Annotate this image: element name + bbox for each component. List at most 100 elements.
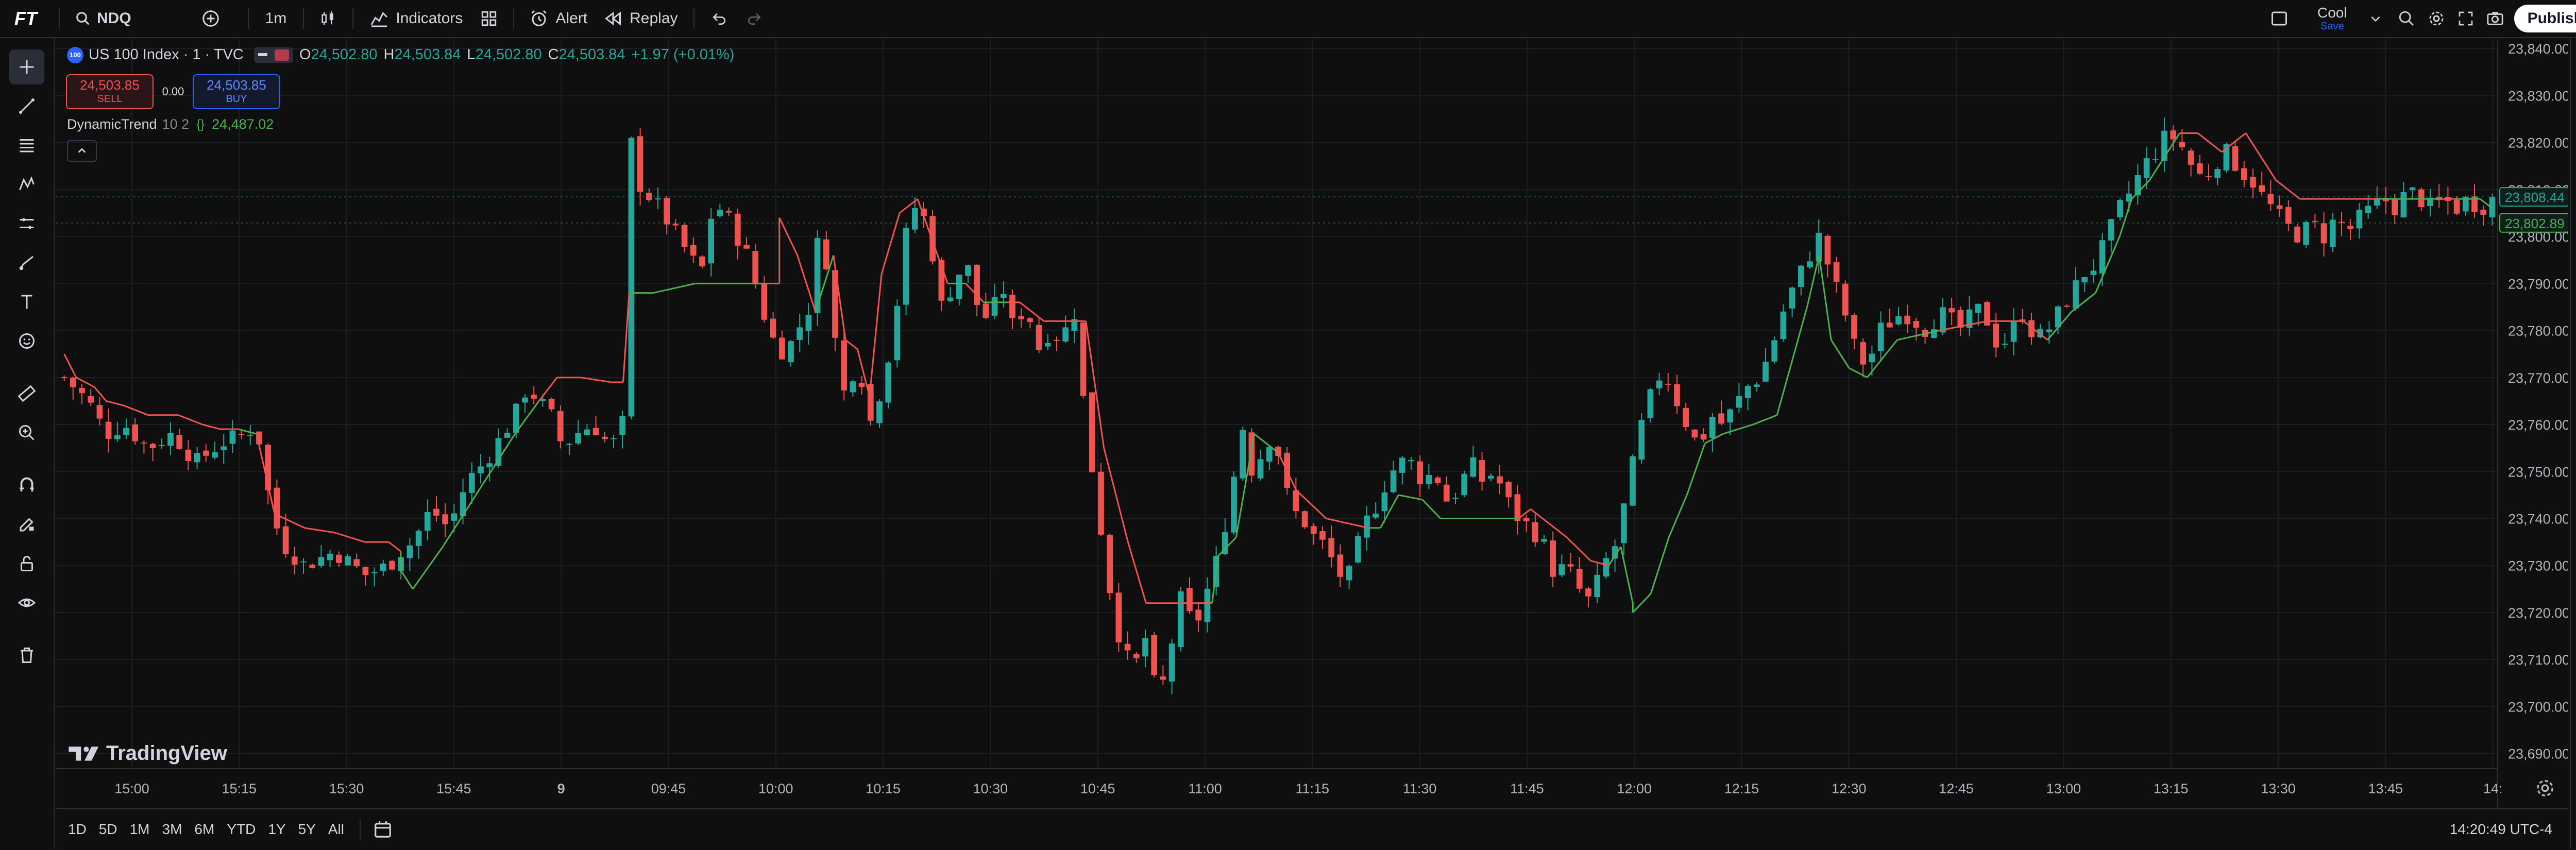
- candle-body: [1275, 447, 1281, 456]
- candle-body: [1505, 482, 1512, 498]
- session-toggle[interactable]: [253, 47, 293, 63]
- candle-body: [2152, 159, 2159, 160]
- buy-button[interactable]: 24,503.85 BUY: [193, 74, 280, 109]
- candle-body: [424, 512, 431, 531]
- range-6m-button[interactable]: 6M: [194, 821, 215, 837]
- fib-tool[interactable]: [9, 128, 44, 163]
- emoji-tool[interactable]: [9, 324, 44, 359]
- price-tick-label: 23,690.00: [2508, 746, 2568, 762]
- brush-tool[interactable]: [9, 245, 44, 280]
- candle-body: [876, 401, 883, 423]
- zoom-in-tool[interactable]: [9, 415, 44, 450]
- time-tick-label: 10:15: [866, 781, 901, 796]
- quick-search-button[interactable]: [2392, 0, 2421, 37]
- chart-type-button[interactable]: [311, 0, 345, 37]
- candle-body: [1541, 539, 1547, 542]
- candle-body: [832, 270, 838, 338]
- replay-button[interactable]: Replay: [596, 0, 686, 37]
- candle-body: [1514, 494, 1521, 521]
- candle-body: [974, 264, 980, 305]
- trendline-tool[interactable]: [9, 89, 44, 124]
- candle-body: [1816, 232, 1822, 262]
- layout-name-button[interactable]: Cool Save: [2297, 0, 2358, 37]
- candle-body: [699, 256, 705, 267]
- candle-body: [1576, 569, 1583, 589]
- candle-body: [335, 554, 342, 563]
- sell-button[interactable]: 24,503.85 SELL: [66, 74, 154, 109]
- crosshair-tool[interactable]: [9, 49, 44, 84]
- chart-settings-button[interactable]: [2535, 778, 2555, 798]
- range-5y-button[interactable]: 5Y: [298, 821, 316, 837]
- lock-drawings-tool[interactable]: [9, 546, 44, 581]
- candle-body: [1248, 432, 1255, 476]
- timezone-clock[interactable]: 14:20:49 UTC-4: [2449, 821, 2552, 837]
- time-tick-label: 11:45: [1510, 781, 1544, 796]
- collapse-legend-button[interactable]: [67, 140, 97, 162]
- remove-drawings-tool[interactable]: [9, 638, 44, 673]
- layout-menu-button[interactable]: [2358, 0, 2392, 37]
- trend-line-segment: [538, 377, 558, 402]
- range-3m-button[interactable]: 3M: [162, 821, 182, 837]
- candle-body: [1798, 265, 1804, 287]
- range-ytd-button[interactable]: YTD: [227, 821, 256, 837]
- symbol-search-button[interactable]: NDQ: [67, 0, 140, 37]
- publish-button[interactable]: Publish: [2510, 0, 2576, 37]
- trend-line-segment: [1608, 546, 1622, 566]
- candle-body: [185, 449, 192, 461]
- ruler-tool[interactable]: [9, 376, 44, 411]
- candle-body: [2462, 197, 2469, 212]
- layout-select-button[interactable]: [2262, 0, 2297, 37]
- tradingview-watermark: TradingView: [68, 742, 227, 765]
- magnet-tool[interactable]: [9, 468, 44, 503]
- undo-button[interactable]: [702, 0, 737, 37]
- indicator-value: 24,487.02: [212, 116, 274, 132]
- fullscreen-button[interactable]: [2451, 0, 2480, 37]
- range-1y-button[interactable]: 1Y: [268, 821, 286, 837]
- candle-body: [1523, 518, 1530, 521]
- pattern-tool[interactable]: [9, 167, 44, 202]
- range-1d-button[interactable]: 1D: [68, 821, 87, 837]
- trend-line-segment: [106, 400, 125, 407]
- price-tick-label: 23,820.00: [2508, 135, 2568, 151]
- candle-body: [1603, 558, 1609, 577]
- candle-body: [1647, 389, 1654, 418]
- templates-button[interactable]: [472, 0, 506, 37]
- compare-add-symbol-button[interactable]: [140, 0, 241, 37]
- range-1m-button[interactable]: 1M: [129, 821, 150, 837]
- candle-body: [1240, 430, 1246, 479]
- trend-line-segment: [1818, 255, 1832, 341]
- forecasting-tool[interactable]: [9, 206, 44, 241]
- trend-line-segment: [1686, 443, 1706, 496]
- price-tick-label: 23,840.00: [2508, 41, 2568, 57]
- price-chart[interactable]: 23,840.0023,830.0023,820.0023,810.0023,8…: [56, 39, 2570, 808]
- candle-body: [1187, 588, 1193, 611]
- range-all-button[interactable]: All: [328, 821, 344, 837]
- candle-body: [672, 224, 679, 226]
- candle-body: [1904, 315, 1911, 325]
- candle-body: [1177, 591, 1184, 648]
- interval-label: 1m: [265, 10, 287, 27]
- trend-line-segment: [412, 546, 444, 590]
- app-logo[interactable]: FT: [0, 0, 52, 37]
- indicators-button[interactable]: Indicators: [361, 0, 472, 37]
- redo-button[interactable]: [737, 0, 772, 37]
- alert-button[interactable]: Alert: [521, 0, 596, 37]
- candle-body: [761, 284, 768, 320]
- trend-line-segment: [1211, 556, 1219, 603]
- candle-body: [2453, 199, 2460, 214]
- snapshot-button[interactable]: [2480, 0, 2510, 37]
- interval-button[interactable]: 1m: [256, 0, 296, 37]
- text-tool[interactable]: [9, 284, 44, 319]
- range-5d-button[interactable]: 5D: [98, 821, 117, 837]
- settings-button[interactable]: [2421, 0, 2451, 37]
- goto-date-button[interactable]: [373, 820, 393, 839]
- indicator-legend[interactable]: DynamicTrend 10 2 {} 24,487.02: [67, 116, 274, 132]
- magnet-icon: [20, 477, 34, 491]
- hide-drawings-tool[interactable]: [9, 585, 44, 620]
- candle-body: [539, 399, 546, 401]
- chart-pane[interactable]: 23,840.0023,830.0023,820.0023,810.0023,8…: [56, 39, 2570, 808]
- candle-body: [548, 398, 555, 410]
- stay-in-drawing-mode-tool[interactable]: [9, 507, 44, 542]
- trend-line-segment: [1590, 560, 1609, 567]
